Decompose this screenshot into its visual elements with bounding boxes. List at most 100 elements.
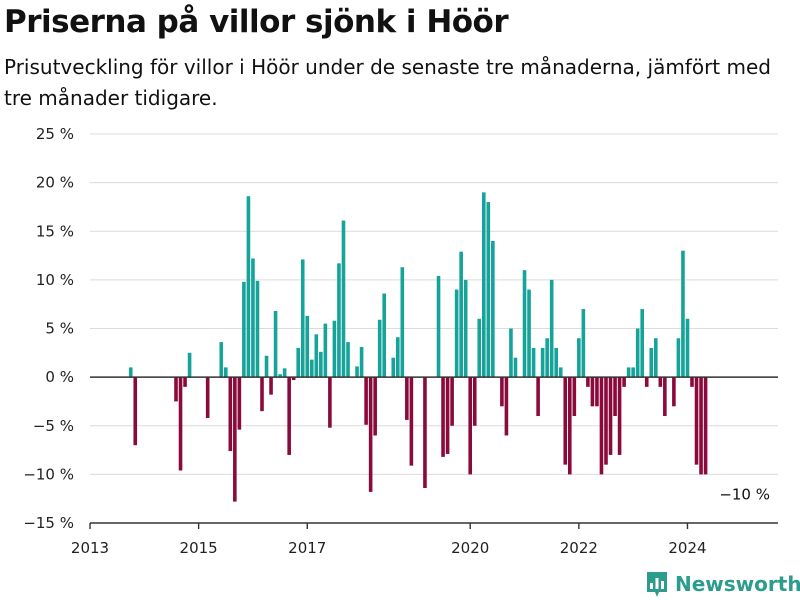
x-tick-label: 2013 — [71, 539, 109, 557]
bar — [377, 319, 382, 378]
bar — [282, 368, 287, 378]
bar — [563, 377, 568, 465]
bar — [604, 377, 608, 465]
y-tick-label: 5 % — [45, 320, 74, 338]
bar — [531, 347, 536, 378]
chart-subtitle: Prisutveckling för villor i Höör under d… — [4, 55, 771, 110]
bar — [395, 337, 400, 378]
bar — [536, 377, 540, 417]
bar — [373, 377, 377, 436]
bar — [341, 220, 346, 378]
bar — [522, 270, 527, 378]
bar — [658, 377, 663, 387]
brand-name: Newsworthy — [675, 572, 800, 596]
bar — [567, 377, 572, 475]
bar — [626, 367, 631, 378]
bar — [178, 377, 183, 471]
bar — [463, 279, 468, 378]
bar — [500, 377, 504, 407]
y-tick-label: 15 % — [36, 222, 74, 240]
bar — [436, 275, 441, 378]
bar — [694, 377, 699, 465]
y-tick-label: 25 % — [36, 125, 74, 143]
bar — [255, 280, 260, 378]
x-tick-label: 2020 — [451, 539, 489, 557]
bar — [332, 320, 337, 378]
bar — [450, 377, 454, 426]
bar — [681, 250, 685, 378]
bar — [228, 377, 233, 452]
bar — [287, 377, 291, 455]
bar — [278, 374, 282, 378]
bar — [355, 366, 359, 378]
x-tick-label: 2015 — [180, 539, 218, 557]
bar — [586, 377, 590, 387]
bar — [300, 259, 305, 378]
bar — [364, 377, 368, 425]
bar — [251, 258, 255, 378]
bar — [581, 309, 586, 378]
bar — [540, 347, 545, 378]
bar — [133, 377, 138, 446]
bar — [296, 347, 301, 378]
bar — [445, 377, 450, 454]
bar — [400, 267, 405, 378]
bar — [359, 346, 364, 378]
bar — [273, 311, 278, 378]
y-tick-label: 0 % — [45, 368, 74, 386]
bar — [613, 377, 617, 417]
bar — [269, 377, 273, 395]
bar — [233, 377, 237, 502]
y-tick-label: −10 % — [23, 465, 74, 483]
bar — [486, 202, 491, 378]
bar — [260, 377, 264, 412]
bar-chart-logo-icon — [647, 572, 667, 597]
y-tick-label: −15 % — [23, 514, 74, 532]
bar — [608, 377, 613, 455]
bar — [527, 289, 531, 378]
bar — [617, 377, 622, 455]
bar — [391, 357, 396, 378]
bar — [690, 377, 694, 387]
y-tick-label: 20 % — [36, 174, 74, 192]
x-tick-label: 2022 — [560, 539, 598, 557]
bar — [703, 377, 708, 475]
bar — [305, 315, 310, 378]
bar — [242, 281, 246, 378]
bar — [504, 377, 509, 436]
bar — [468, 377, 473, 475]
bar — [291, 377, 296, 381]
bar — [699, 377, 703, 475]
bar — [183, 377, 187, 387]
bar — [205, 377, 210, 418]
bar — [219, 342, 224, 378]
bar — [459, 251, 463, 378]
bar — [174, 377, 178, 402]
bar — [635, 328, 640, 378]
bar — [649, 347, 654, 378]
bar — [237, 377, 242, 430]
bar — [309, 359, 314, 378]
bar — [405, 377, 409, 420]
bar — [319, 351, 323, 378]
bar — [454, 289, 459, 378]
bar — [264, 355, 269, 378]
bar — [545, 338, 549, 378]
bar — [577, 338, 581, 378]
y-tick-label: −5 % — [33, 417, 74, 435]
bar — [509, 328, 513, 378]
annotation-label: −10 % — [719, 485, 770, 503]
bar — [477, 318, 482, 378]
brand-logo: Newsworthy — [645, 570, 800, 598]
bar — [223, 367, 228, 378]
bar — [491, 240, 495, 378]
bar — [685, 318, 690, 378]
bar — [441, 377, 445, 457]
bar — [554, 347, 559, 378]
bar — [599, 377, 604, 475]
bar — [328, 377, 332, 428]
bar — [572, 377, 577, 417]
x-tick-label: 2017 — [288, 539, 326, 557]
bar — [595, 377, 599, 407]
